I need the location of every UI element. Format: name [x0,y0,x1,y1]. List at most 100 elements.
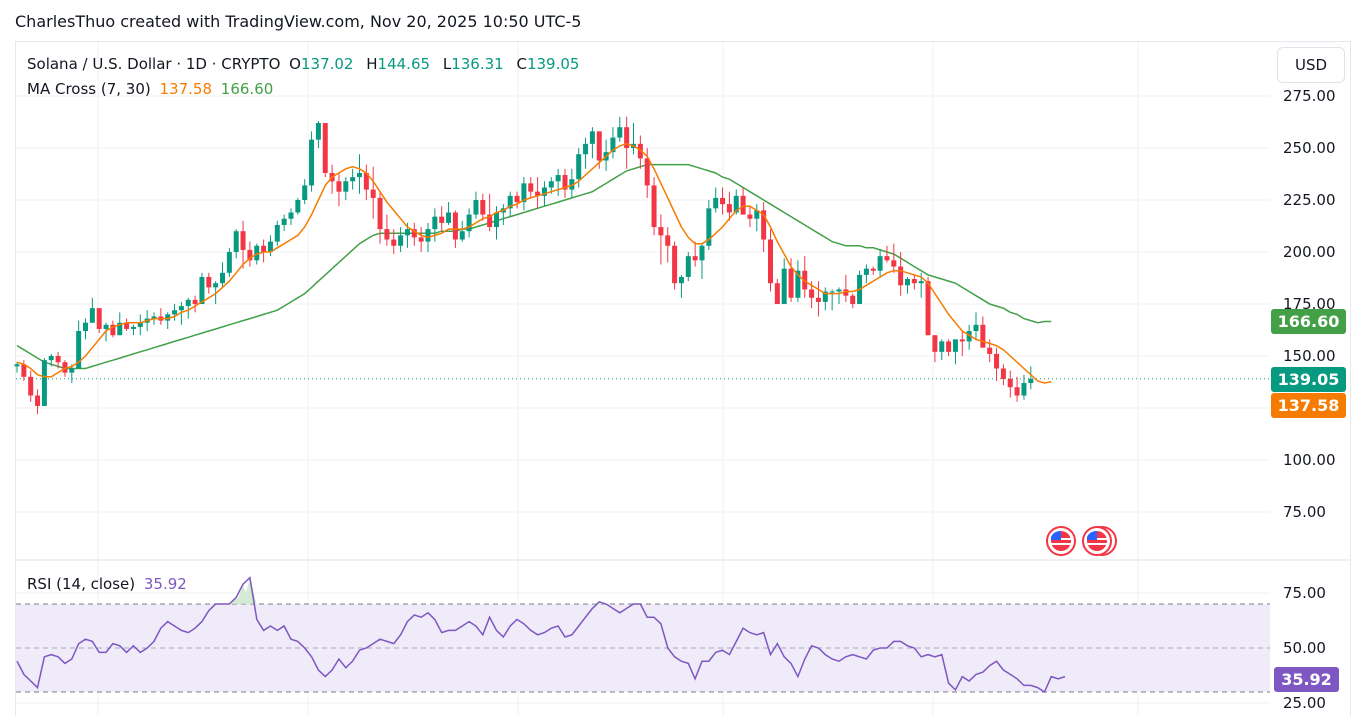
candle [274,220,280,246]
candle-body [891,260,897,267]
candle-body [21,364,27,377]
close-value: 139.05 [526,55,580,73]
candle-body [863,268,869,275]
candle-body [973,324,979,332]
candle-body [733,195,739,213]
candle [507,191,513,217]
candle-body [699,245,705,261]
candle-body [918,281,924,284]
candle [1021,374,1027,400]
candle [658,214,664,265]
candle [240,220,246,269]
rsi-legend[interactable]: RSI (14, close) 35.92 [27,575,191,593]
low-label: L [442,55,452,73]
candle [233,229,239,259]
candle [946,339,952,356]
high-value: 144.65 [377,55,431,73]
us-flag-event-icon [1046,526,1076,556]
candle [350,168,356,190]
candle [1028,366,1034,390]
candle [76,320,82,369]
candle-body [213,283,219,288]
candle-body [459,231,465,240]
candle [829,289,835,311]
candle [672,241,678,290]
candle [624,116,630,169]
candle [651,177,657,236]
candle [411,222,417,246]
candle [802,256,808,298]
candle [555,168,561,196]
price-axis-label: 75.00 [1283,503,1326,521]
candle [363,164,369,200]
candle [692,241,698,267]
candle [466,208,472,238]
candle [418,227,424,252]
open-value: 137.02 [300,55,354,73]
price-axis-label: 250.00 [1283,139,1336,157]
candle [905,276,910,294]
candle [14,362,20,373]
candle [952,339,958,365]
candle [959,331,965,356]
candle-body [69,368,75,373]
candle [370,166,376,219]
candle-body [1028,378,1034,384]
candle [932,335,938,363]
candle-body [637,143,643,159]
candle [589,127,595,159]
price-axis-label: 100.00 [1283,451,1336,469]
candles [14,116,1034,415]
candle-body [350,177,356,182]
candle-body [507,195,513,209]
candle-body [315,123,321,140]
candle-body [185,299,191,307]
candle-body [41,360,47,406]
candle [357,154,362,194]
candle-body [617,127,623,138]
candle [446,202,452,225]
candle [569,168,575,198]
candle [315,120,321,148]
candle-body [596,131,602,161]
candle-body [343,181,349,192]
candle-body [240,231,246,250]
candle [206,272,212,294]
rsi-title: RSI (14, close) [27,575,136,593]
rsi-line [16,576,1066,694]
candle [857,270,863,304]
candle [398,227,404,252]
ma-legend[interactable]: MA Cross (7, 30) 137.58 166.60 [27,80,277,98]
candle [610,127,616,159]
rsi-axis-label: 50.00 [1283,639,1326,657]
candle-body [576,154,582,180]
candle-body [994,353,1000,369]
candle-body [740,195,746,215]
candle-body [172,310,178,315]
candle [281,214,287,232]
high-label: H [366,55,378,73]
currency-button[interactable]: USD [1277,47,1345,83]
close-label: C [516,55,527,73]
candle [302,179,308,205]
candle [35,389,41,415]
candle [774,279,780,304]
candle-body [678,276,684,284]
candle-body [692,256,698,261]
candle [343,177,349,200]
candle-body [884,256,890,261]
rsi-overbought-fill [229,577,607,604]
candle [439,206,445,232]
candle [487,193,493,232]
candle [178,301,184,325]
candle-body [815,297,821,302]
candle-body [562,175,568,190]
ma-slow-line [16,163,1052,370]
candle [295,197,301,215]
candle [699,243,705,280]
candle [96,308,102,334]
candle-body [199,276,205,304]
candle-body [932,335,938,352]
candle [898,252,904,296]
